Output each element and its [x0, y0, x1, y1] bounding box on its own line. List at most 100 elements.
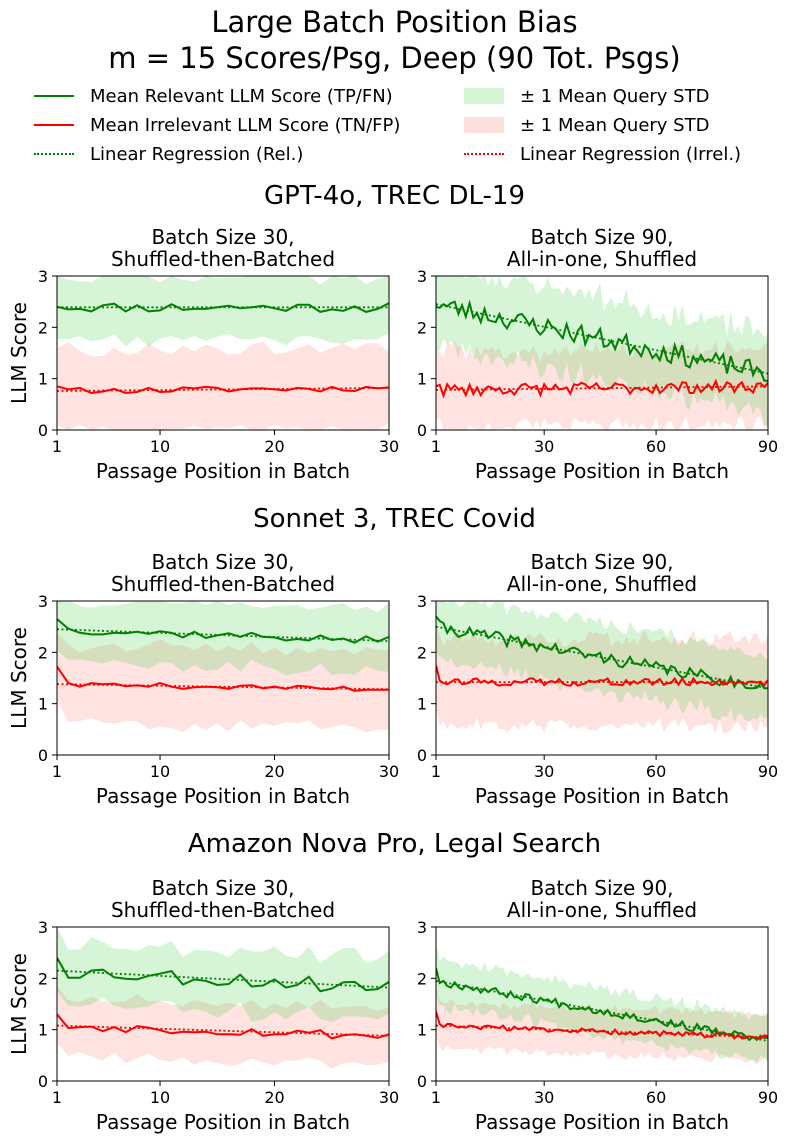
legend-item-irrelevant-std: ± 1 Mean Query STD [464, 111, 709, 139]
y-tick-label: 1 [38, 1021, 48, 1040]
x-tick-label: 10 [150, 1088, 170, 1107]
x-tick-label: 1 [52, 1088, 62, 1107]
figure-title-line2: m = 15 Scores/Psg, Deep (90 Tot. Psgs) [108, 41, 681, 75]
legend-swatch-regression-relevant [34, 153, 74, 155]
legend-label-regression-irrelevant: Linear Regression (Irrel.) [520, 143, 742, 165]
y-tick-label: 0 [38, 1072, 48, 1091]
x-axis-label: Passage Position in Batch [475, 1110, 729, 1134]
chart-title-line1: Batch Size 90, [530, 225, 673, 249]
axes-frame [56, 600, 390, 756]
axes-frame [435, 275, 769, 431]
irrelevant-mean-line [57, 385, 389, 395]
relevant-mean-line [436, 967, 768, 1042]
legend-swatch-irrelevant-mean [34, 124, 74, 126]
irrelevant-mean-line [436, 664, 768, 687]
x-tick-label: 60 [646, 437, 666, 456]
axes-frame [435, 926, 769, 1082]
y-tick-label: 2 [417, 318, 427, 337]
y-tick-label: 2 [417, 643, 427, 662]
chart-title-line1: Batch Size 90, [530, 876, 673, 900]
y-axis-label: LLM Score [7, 953, 31, 1055]
x-tick-label: 60 [646, 762, 666, 781]
y-axis-label: LLM Score [7, 302, 31, 404]
relevant-mean-line [57, 618, 389, 644]
plot-area-1 [57, 276, 389, 430]
y-tick-label: 3 [38, 592, 48, 611]
legend-item-relevant-mean: Mean Relevant LLM Score (TP/FN) [34, 82, 393, 110]
x-axis-label: Passage Position in Batch [96, 784, 350, 808]
y-tick-label: 0 [417, 746, 427, 765]
y-tick-label: 1 [38, 695, 48, 714]
x-tick-label: 1 [52, 437, 62, 456]
plot-area-2 [436, 276, 768, 430]
x-tick-label: 30 [534, 437, 554, 456]
plot-area-5 [57, 927, 389, 1069]
chart-title-line2: Shuffled-then-Batched [111, 247, 335, 271]
x-tick-label: 1 [431, 437, 441, 456]
irrelevant-mean-line [436, 1011, 768, 1041]
relevant-mean-line [57, 302, 389, 313]
y-tick-label: 2 [38, 318, 48, 337]
legend-swatch-irrelevant-std [464, 117, 504, 133]
x-tick-label: 90 [758, 437, 778, 456]
y-tick-label: 3 [38, 267, 48, 286]
chart-title-line1: Batch Size 30, [151, 876, 294, 900]
legend-item-relevant-std: ± 1 Mean Query STD [464, 82, 709, 110]
x-tick-label: 60 [646, 1088, 666, 1107]
figure-title-line1: Large Batch Position Bias [211, 5, 578, 39]
x-tick-label: 1 [431, 762, 441, 781]
x-tick-label: 10 [150, 762, 170, 781]
x-axis-label: Passage Position in Batch [96, 1110, 350, 1134]
relevant-mean-line [57, 957, 389, 993]
y-tick-label: 0 [38, 421, 48, 440]
y-tick-label: 1 [417, 695, 427, 714]
legend-label-regression-relevant: Linear Regression (Rel.) [90, 143, 304, 165]
axes-frame [56, 275, 390, 431]
chart-title-line1: Batch Size 90, [530, 550, 673, 574]
chart-title-line2: All-in-one, Shuffled [507, 572, 697, 596]
relevant-std-band [436, 601, 768, 723]
y-tick-label: 2 [38, 969, 48, 988]
y-tick-label: 1 [417, 1021, 427, 1040]
irrelevant-regression-line [57, 387, 389, 392]
x-tick-label: 30 [379, 437, 399, 456]
relevant-mean-line [436, 299, 768, 382]
x-tick-label: 90 [758, 762, 778, 781]
plot-area-6 [436, 941, 768, 1065]
legend-swatch-relevant-mean [34, 95, 74, 97]
y-tick-label: 0 [417, 1072, 427, 1091]
irrelevant-mean-line [57, 666, 389, 692]
irrelevant-std-band [57, 341, 389, 430]
y-tick-label: 3 [417, 592, 427, 611]
legend-item-irrelevant-mean: Mean Irrelevant LLM Score (TN/FP) [34, 111, 400, 139]
plot-area-3 [57, 601, 389, 733]
axes-frame [435, 600, 769, 756]
irrelevant-mean-line [436, 378, 768, 399]
section-title-gpt4o: GPT-4o, TREC DL-19 [264, 181, 525, 211]
section-title-sonnet3: Sonnet 3, TREC Covid [253, 504, 536, 534]
x-tick-label: 20 [264, 437, 284, 456]
x-tick-label: 1 [431, 1088, 441, 1107]
irrelevant-std-band [436, 624, 768, 734]
x-tick-label: 30 [534, 1088, 554, 1107]
plot-area-4 [436, 601, 768, 734]
section-title-nova-pro: Amazon Nova Pro, Legal Search [187, 829, 602, 859]
relevant-regression-line [57, 969, 389, 989]
x-tick-label: 10 [150, 437, 170, 456]
irrelevant-regression-line [436, 385, 768, 391]
irrelevant-regression-line [436, 1024, 768, 1039]
irrelevant-regression-line [57, 683, 389, 691]
chart-title-line2: Shuffled-then-Batched [111, 572, 335, 596]
irrelevant-regression-line [57, 1024, 389, 1037]
legend-swatch-relevant-std [464, 88, 504, 104]
legend: Mean Relevant LLM Score (TP/FN) Mean Irr… [30, 82, 770, 168]
irrelevant-std-band [57, 632, 389, 733]
relevant-std-band [57, 601, 389, 676]
legend-item-regression-relevant: Linear Regression (Rel.) [34, 140, 303, 168]
y-tick-label: 3 [417, 267, 427, 286]
legend-label-irrelevant-mean: Mean Irrelevant LLM Score (TN/FP) [90, 114, 401, 136]
